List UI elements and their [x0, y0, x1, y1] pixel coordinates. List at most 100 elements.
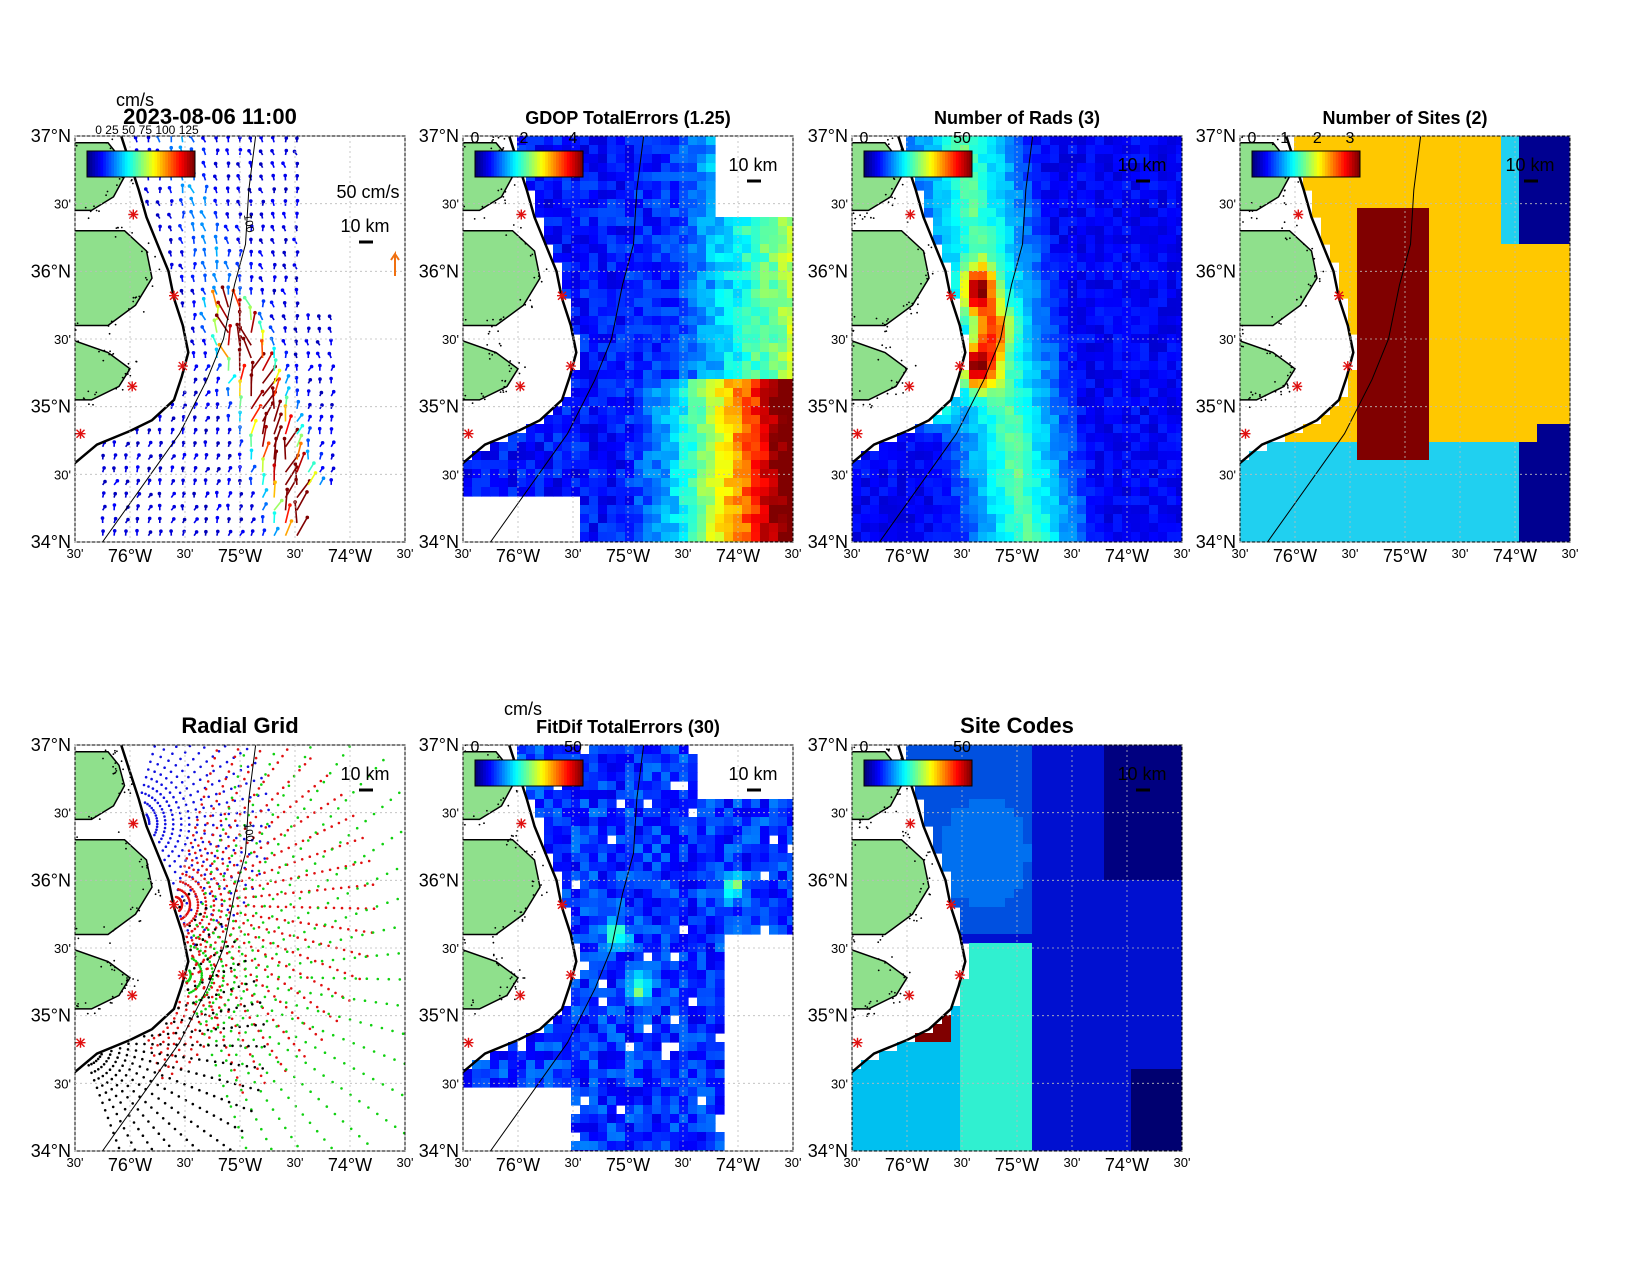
velocity-arrowhead: [273, 358, 278, 362]
data-cell: [1041, 415, 1051, 425]
data-cell: [1402, 289, 1412, 299]
data-cell: [652, 190, 662, 200]
data-cell: [1113, 208, 1123, 218]
velocity-arrowhead: [194, 453, 199, 457]
data-cell: [625, 532, 635, 542]
data-cell: [1032, 406, 1042, 416]
data-cell: [960, 190, 970, 200]
data-cell: [888, 496, 898, 506]
data-cell: [1176, 460, 1182, 470]
data-cell: [1402, 298, 1412, 308]
data-cell: [760, 262, 770, 272]
data-cell: [544, 136, 554, 146]
colorbar-frame: [863, 150, 973, 178]
velocity-arrowhead: [170, 199, 174, 203]
data-cell: [1059, 442, 1069, 452]
data-cell: [652, 316, 662, 326]
data-cell: [924, 505, 934, 515]
data-cell: [742, 244, 752, 254]
data-cell: [1041, 208, 1051, 218]
coast-dot: [491, 354, 494, 356]
data-cell: [706, 145, 716, 155]
data-cell: [778, 424, 788, 434]
data-cell: [1456, 406, 1466, 416]
data-cell: [1384, 307, 1394, 317]
data-cell: [589, 397, 599, 407]
velocity-arrowhead: [284, 350, 289, 355]
velocity-arrowhead: [317, 326, 322, 331]
data-cell: [1104, 487, 1114, 497]
coast-dot: [449, 236, 451, 238]
velocity-arrowhead: [236, 174, 240, 178]
data-cell: [472, 469, 482, 479]
data-cell: [1014, 163, 1024, 173]
data-cell: [571, 262, 581, 272]
data-cell: [1348, 460, 1358, 470]
coast-dot: [509, 360, 512, 362]
data-cell: [1023, 514, 1033, 524]
data-cell: [1149, 163, 1159, 173]
data-cell: [1086, 469, 1096, 479]
data-cell: [1095, 199, 1105, 209]
data-cell: [1438, 424, 1448, 434]
velocity-arrowhead: [239, 517, 244, 521]
data-cell: [1465, 217, 1475, 227]
data-cell: [634, 145, 644, 155]
data-cell: [1294, 496, 1304, 506]
data-cell: [1149, 523, 1159, 533]
data-cell: [1023, 217, 1033, 227]
velocity-arrowhead: [304, 338, 309, 343]
data-cell: [607, 442, 617, 452]
data-cell: [987, 370, 997, 380]
data-cell: [571, 289, 581, 299]
data-cell: [598, 271, 608, 281]
data-cell: [1402, 244, 1412, 254]
lon-tick-label: 30': [785, 546, 802, 561]
velocity-arrowhead: [294, 363, 299, 368]
data-cell: [580, 397, 590, 407]
data-cell: [1122, 145, 1132, 155]
data-cell: [1140, 271, 1150, 281]
data-cell: [1086, 271, 1096, 281]
data-cell: [643, 136, 653, 146]
velocity-arrowhead: [211, 289, 215, 294]
data-cell: [598, 343, 608, 353]
data-cell: [915, 478, 925, 488]
data-cell: [598, 532, 608, 542]
data-cell: [589, 163, 599, 173]
data-cell: [1420, 514, 1430, 524]
data-cell: [1149, 361, 1159, 371]
data-cell: [670, 217, 680, 227]
data-cell: [906, 442, 916, 452]
data-cell: [1456, 361, 1466, 371]
velocity-arrowhead: [269, 314, 274, 318]
data-cell: [1050, 298, 1060, 308]
data-cell: [1041, 244, 1051, 254]
data-cell: [751, 316, 761, 326]
data-cell: [751, 460, 761, 470]
data-cell: [1131, 280, 1141, 290]
data-cell: [742, 451, 752, 461]
velocity-arrowhead: [226, 285, 230, 290]
data-cell: [1014, 226, 1024, 236]
data-cell: [1294, 532, 1304, 542]
data-cell: [751, 505, 761, 515]
data-cell: [1005, 532, 1015, 542]
data-cell: [1032, 136, 1042, 146]
coast-dot: [529, 299, 532, 302]
data-cell: [1104, 217, 1114, 227]
data-cell: [1104, 325, 1114, 335]
data-cell: [1402, 496, 1412, 506]
data-cell: [969, 352, 979, 362]
data-cell: [697, 190, 707, 200]
data-cell: [1429, 307, 1439, 317]
data-cell: [1267, 469, 1277, 479]
data-cell: [643, 469, 653, 479]
data-cell: [996, 505, 1006, 515]
data-cell: [1167, 370, 1177, 380]
data-cell: [1014, 424, 1024, 434]
isobath-contour: [879, 136, 1034, 542]
velocity-arrowhead: [192, 491, 196, 496]
velocity-arrowhead: [145, 199, 149, 204]
velocity-arrowhead: [299, 441, 303, 446]
